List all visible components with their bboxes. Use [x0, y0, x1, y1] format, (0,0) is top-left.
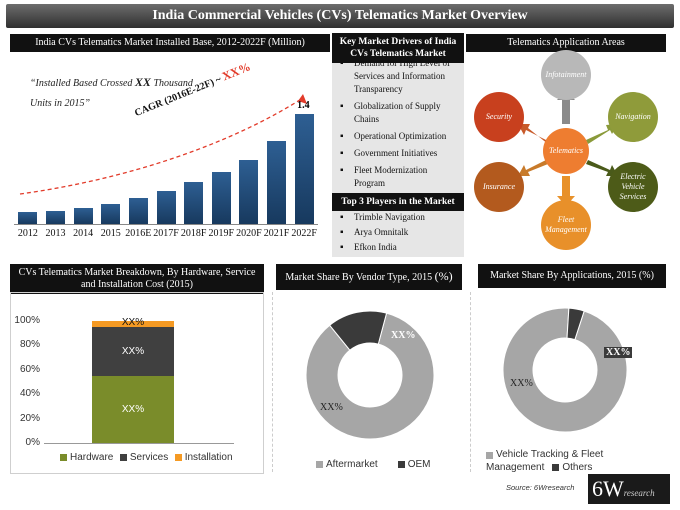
installed-base-bar — [267, 140, 287, 224]
oem-slice — [329, 310, 388, 351]
breakdown-segment-installation: XX% — [92, 317, 174, 328]
fleet-management-node: Fleet Management — [541, 200, 591, 250]
installed-base-x-label: 2015 — [100, 228, 121, 239]
breakdown-legend: Hardware Services Installation — [60, 452, 237, 463]
vendor-label-oem: XX% — [391, 330, 416, 341]
installed-base-bar — [294, 114, 314, 224]
services-legend-swatch — [119, 454, 127, 462]
driver-item: Demand for High Level of Services and In… — [332, 57, 464, 96]
breakdown-segment-label: XX% — [121, 316, 145, 328]
vendor-share-header: Market Share By Vendor Type, 2015 (%) — [276, 264, 462, 290]
vendor-legend: Aftermarket OEM — [316, 455, 434, 473]
players-list: Trimble Navigation Arya Omnitalk Efkon Ind… — [332, 211, 464, 256]
player-item: Efkon India — [332, 241, 464, 254]
installed-base-x-label: 2020F — [236, 228, 262, 239]
telematics-center-node: Telematics — [543, 128, 589, 174]
apps-label-vehicle-tracking: XX% — [510, 378, 533, 389]
vehicle-tracking-legend-swatch — [486, 451, 493, 459]
insurance-node: Insurance — [474, 162, 524, 212]
installed-base-bar — [128, 198, 148, 224]
player-item: Trimble Navigation — [332, 211, 464, 224]
page-title: India Commercial Vehicles (CVs) Telemati… — [6, 4, 674, 28]
oem-legend-swatch — [397, 460, 405, 468]
aftermarket-slice — [305, 312, 435, 440]
driver-item: Government Initiatives — [332, 147, 464, 160]
installed-base-bar — [239, 160, 259, 224]
breakdown-panel — [10, 292, 264, 474]
apps-share-header: Market Share By Applications, 2015 (%) — [478, 264, 666, 288]
apps-label-others: XX% — [604, 347, 633, 358]
installed-base-bar — [101, 203, 121, 224]
installed-base-header: India CVs Telematics Market Installed Ba… — [10, 34, 330, 52]
infotainment-node: Infotainment — [541, 50, 591, 100]
others-slice — [566, 307, 585, 341]
apps-legend: Vehicle Tracking & Fleet Management Othe… — [486, 449, 604, 473]
others-legend-swatch — [552, 464, 560, 472]
installation-legend-swatch — [174, 454, 182, 462]
vendor-donut-chart — [305, 310, 435, 440]
installed-base-axis — [14, 224, 318, 225]
breakdown-segment-services: XX% — [92, 327, 174, 376]
installed-base-bar — [18, 212, 38, 224]
players-header: Top 3 Players in the Market — [332, 193, 464, 211]
driver-item: Operational Optimization — [332, 130, 464, 143]
installed-base-x-label: 2018F — [180, 228, 207, 239]
installed-base-x-labels: 2012 2013 2014 2015 2016E 2017F 2018F 2019F 2020… — [14, 228, 318, 242]
installed-base-x-label: 2014 — [73, 228, 94, 239]
drivers-list: Demand for High Level of Services and In… — [332, 57, 464, 194]
installed-base-note: “Installed Based Crossed XX Thousand Uni… — [30, 75, 193, 109]
installed-base-bar — [73, 207, 93, 224]
aftermarket-legend-swatch — [316, 460, 323, 468]
installed-base-x-label: 2017F — [153, 228, 179, 239]
navigation-node: Navigation — [608, 92, 658, 142]
breakdown-segment-label: XX% — [121, 403, 145, 415]
breakdown-y-tick: 60% — [19, 363, 40, 375]
installed-base-chart: 1.4 — [14, 100, 318, 224]
installed-base-x-label: 2021F — [263, 228, 290, 239]
installed-base-bar — [156, 191, 176, 224]
installed-base-last-value: 1.4 — [297, 100, 310, 111]
player-item: Arya Omnitalk — [332, 226, 464, 239]
breakdown-y-tick: 100% — [14, 315, 40, 326]
apps-panel-divider-left — [470, 292, 471, 472]
breakdown-segment-hardware: XX% — [92, 375, 174, 443]
breakdown-y-tick: 0% — [25, 437, 40, 448]
installed-base-x-label: 2016E — [125, 228, 152, 239]
installed-base-x-label: 2019F — [208, 228, 235, 239]
breakdown-y-tick: 40% — [19, 388, 40, 400]
breakdown-segment-label: XX% — [121, 346, 145, 357]
driver-item: Globalization of Supply Chains — [332, 100, 464, 126]
apps-donut-chart — [502, 307, 628, 433]
installed-base-x-label: 2012 — [17, 228, 38, 239]
breakdown-header: CVs Telematics Market Breakdown, By Hard… — [10, 264, 264, 294]
installed-base-x-label: 2013 — [45, 228, 66, 239]
hardware-legend-swatch — [60, 454, 67, 462]
source-note: Source: 6Wresearch — [506, 483, 575, 492]
installed-base-bar — [184, 182, 204, 224]
installed-base-x-label: 2022F — [291, 228, 317, 239]
breakdown-stacked-bar: XX% XX% XX% — [92, 317, 174, 443]
breakdown-y-axis: 0% 20% 40% 60% 80% 100% — [12, 315, 42, 448]
electric-vehicle-node: Electric Vehicle Services — [608, 162, 658, 212]
installed-base-bar — [211, 172, 231, 224]
cagr-trend-arrow — [19, 94, 307, 195]
breakdown-axis-line — [44, 443, 234, 444]
vendor-panel-divider-left — [272, 292, 273, 472]
breakdown-y-tick: 80% — [19, 339, 40, 351]
applications-header: Telematics Application Areas — [466, 34, 666, 52]
vehicle-tracking-slice — [502, 307, 628, 433]
breakdown-y-tick: 20% — [19, 412, 40, 424]
security-node: Security — [474, 92, 524, 142]
driver-item: Fleet Modernization Program — [332, 164, 464, 190]
vendor-label-aftermarket: XX% — [320, 402, 343, 413]
installed-base-bar — [45, 210, 65, 224]
brand-logo: 6Wresearch — [588, 474, 670, 504]
